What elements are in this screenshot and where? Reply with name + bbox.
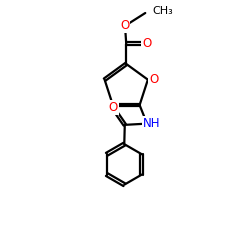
Text: O: O xyxy=(142,37,151,50)
Text: O: O xyxy=(120,19,129,32)
Text: O: O xyxy=(150,73,159,86)
Text: CH₃: CH₃ xyxy=(153,6,174,16)
Text: NH: NH xyxy=(143,117,160,130)
Text: O: O xyxy=(108,101,118,114)
